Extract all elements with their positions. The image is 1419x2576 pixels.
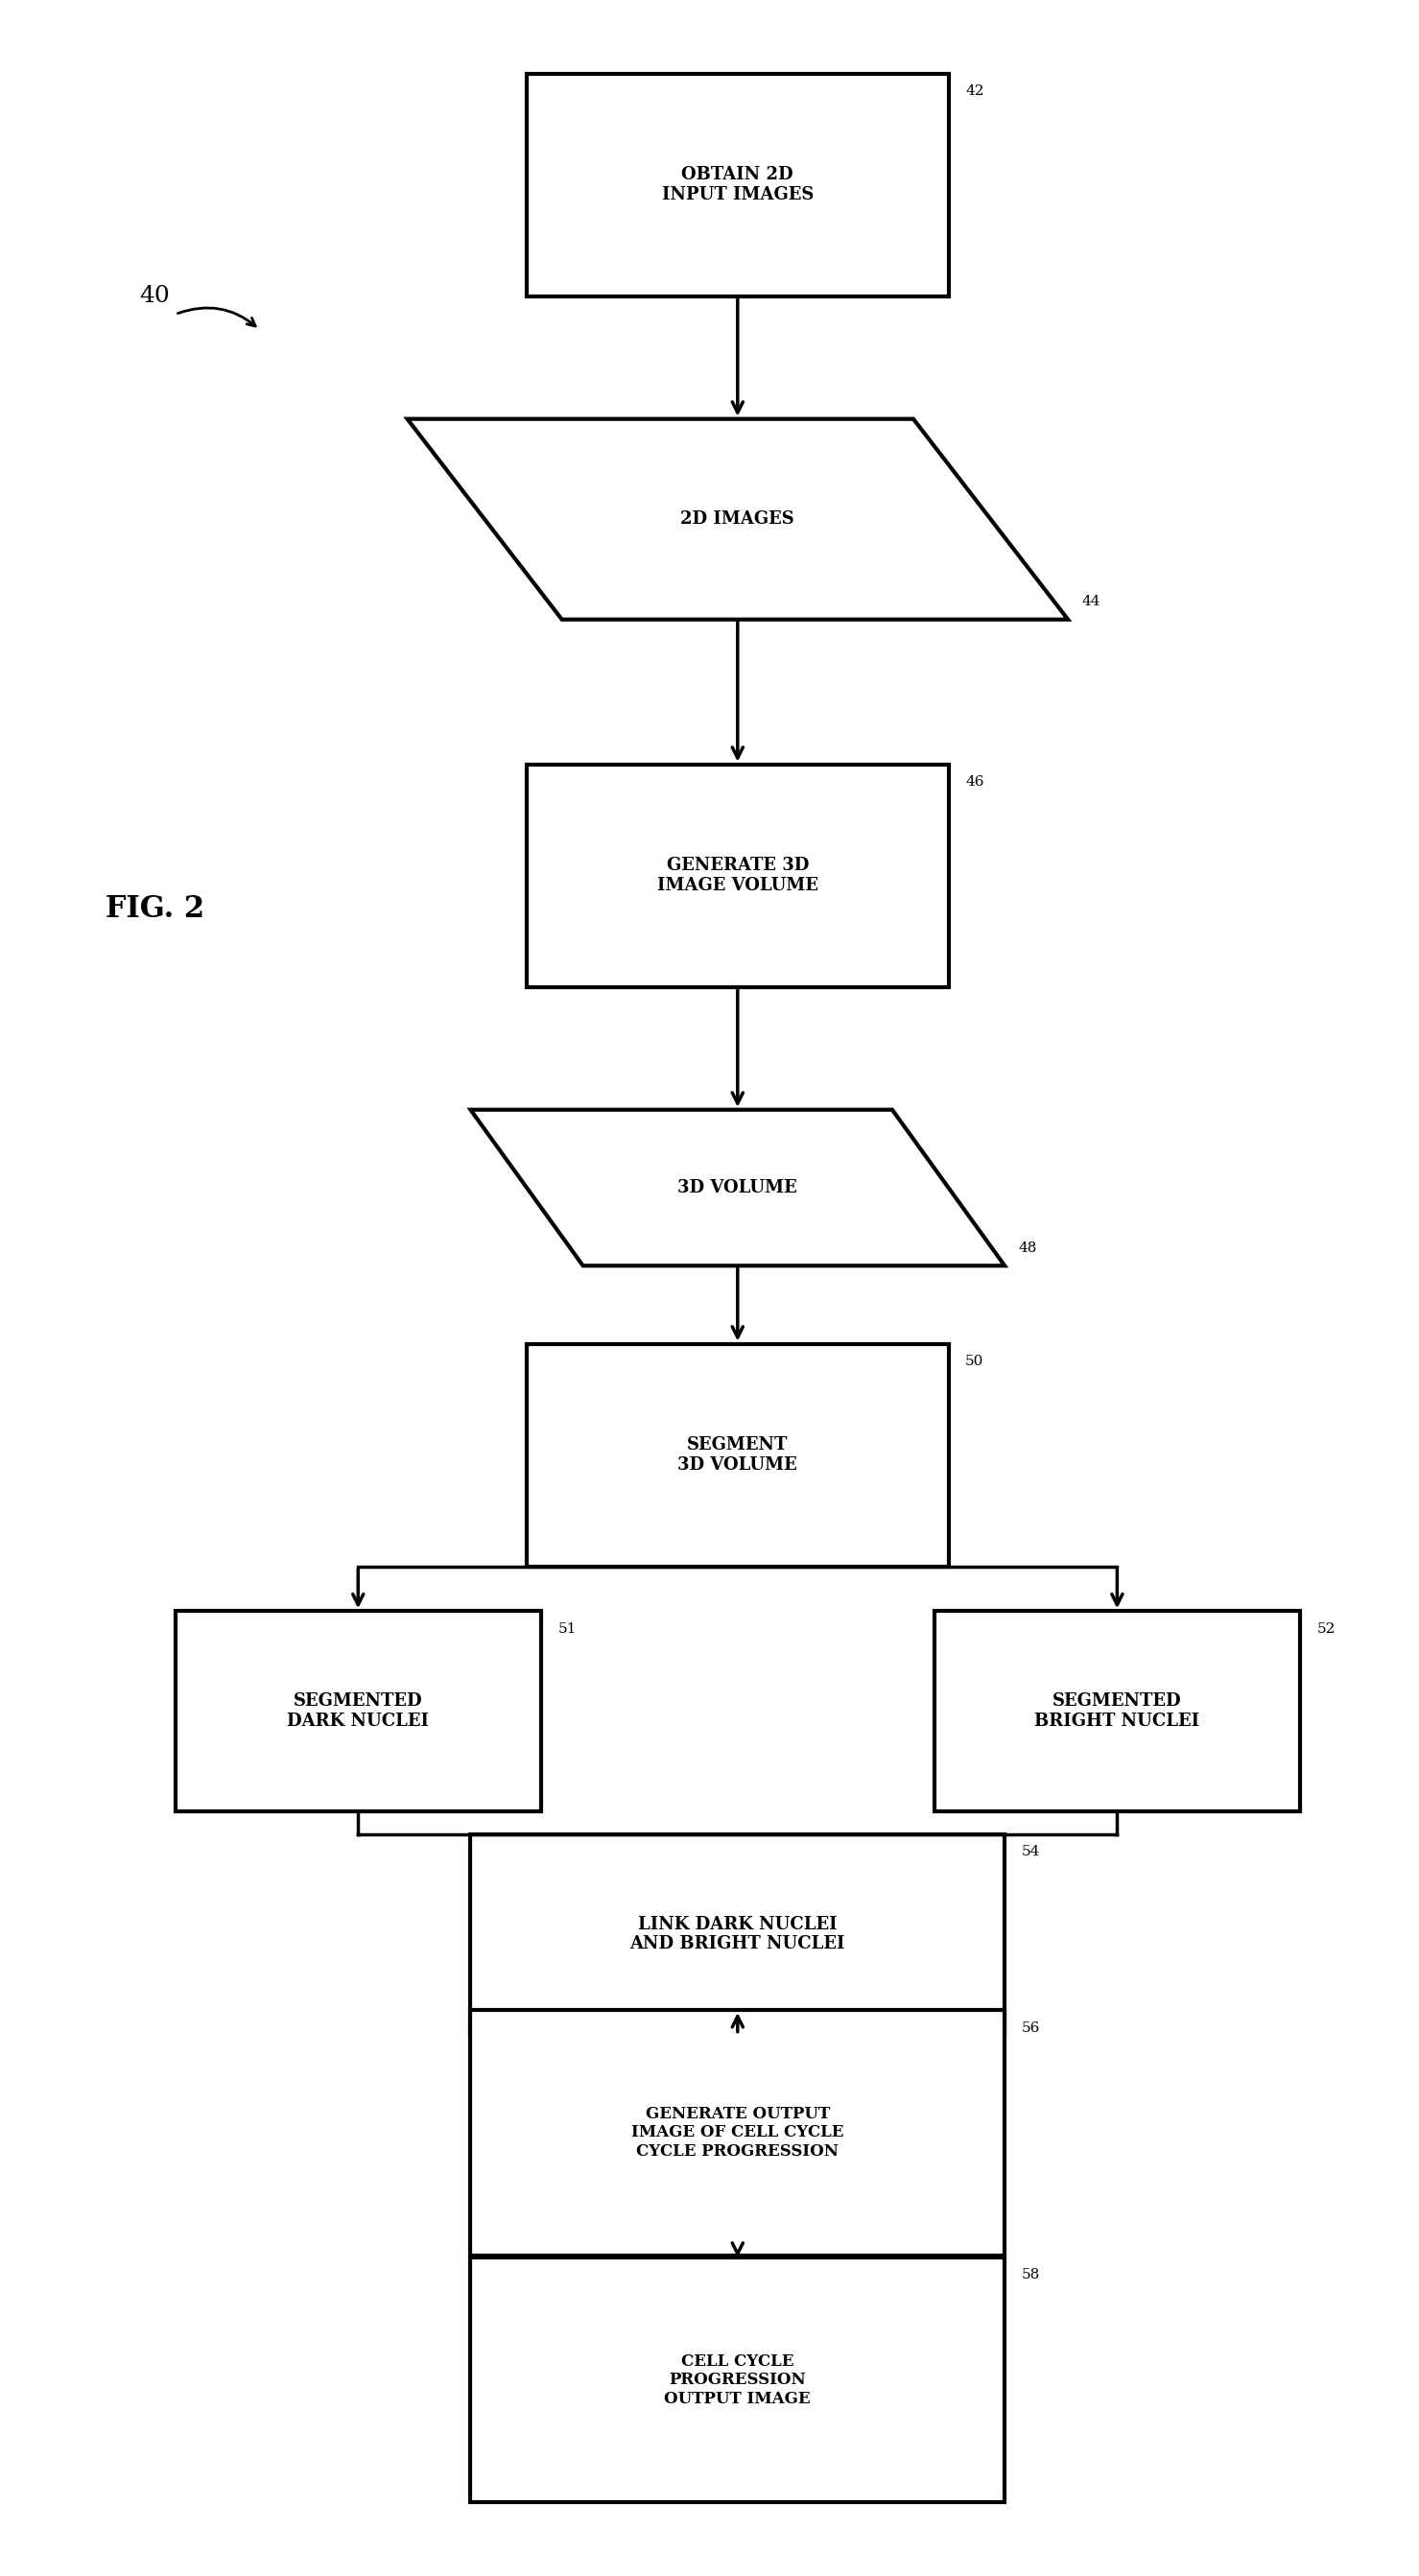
Text: 48: 48	[1019, 1242, 1037, 1255]
Text: LINK DARK NUCLEI
AND BRIGHT NUCLEI: LINK DARK NUCLEI AND BRIGHT NUCLEI	[630, 1917, 846, 1953]
Text: 40: 40	[139, 286, 169, 307]
Text: SEGMENTED
BRIGHT NUCLEI: SEGMENTED BRIGHT NUCLEI	[1034, 1692, 1199, 1731]
FancyBboxPatch shape	[471, 2009, 1005, 2254]
FancyBboxPatch shape	[526, 1345, 948, 1566]
Text: 51: 51	[558, 1623, 576, 1636]
Text: SEGMENTED
DARK NUCLEI: SEGMENTED DARK NUCLEI	[287, 1692, 429, 1731]
Polygon shape	[407, 420, 1069, 618]
FancyBboxPatch shape	[934, 1610, 1300, 1811]
FancyBboxPatch shape	[471, 1834, 1005, 2035]
Text: 50: 50	[965, 1355, 983, 1368]
Polygon shape	[471, 1110, 1005, 1265]
FancyBboxPatch shape	[526, 75, 948, 296]
Text: 2D IMAGES: 2D IMAGES	[681, 510, 795, 528]
Text: 52: 52	[1317, 1623, 1335, 1636]
FancyBboxPatch shape	[471, 2257, 1005, 2501]
Text: 56: 56	[1022, 2022, 1040, 2035]
Text: CELL CYCLE
PROGRESSION
OUTPUT IMAGE: CELL CYCLE PROGRESSION OUTPUT IMAGE	[664, 2352, 810, 2406]
Text: 46: 46	[965, 775, 983, 788]
FancyBboxPatch shape	[176, 1610, 541, 1811]
Text: 58: 58	[1022, 2269, 1040, 2282]
FancyBboxPatch shape	[526, 765, 948, 987]
Text: FIG. 2: FIG. 2	[105, 894, 204, 925]
Text: 3D VOLUME: 3D VOLUME	[678, 1180, 797, 1195]
Text: 44: 44	[1083, 595, 1101, 608]
Text: GENERATE 3D
IMAGE VOLUME: GENERATE 3D IMAGE VOLUME	[657, 858, 819, 894]
Text: 42: 42	[965, 85, 983, 98]
Text: GENERATE OUTPUT
IMAGE OF CELL CYCLE
CYCLE PROGRESSION: GENERATE OUTPUT IMAGE OF CELL CYCLE CYCL…	[631, 2105, 844, 2159]
Text: OBTAIN 2D
INPUT IMAGES: OBTAIN 2D INPUT IMAGES	[661, 167, 813, 204]
Text: SEGMENT
3D VOLUME: SEGMENT 3D VOLUME	[678, 1437, 797, 1473]
Text: 54: 54	[1022, 1844, 1040, 1857]
